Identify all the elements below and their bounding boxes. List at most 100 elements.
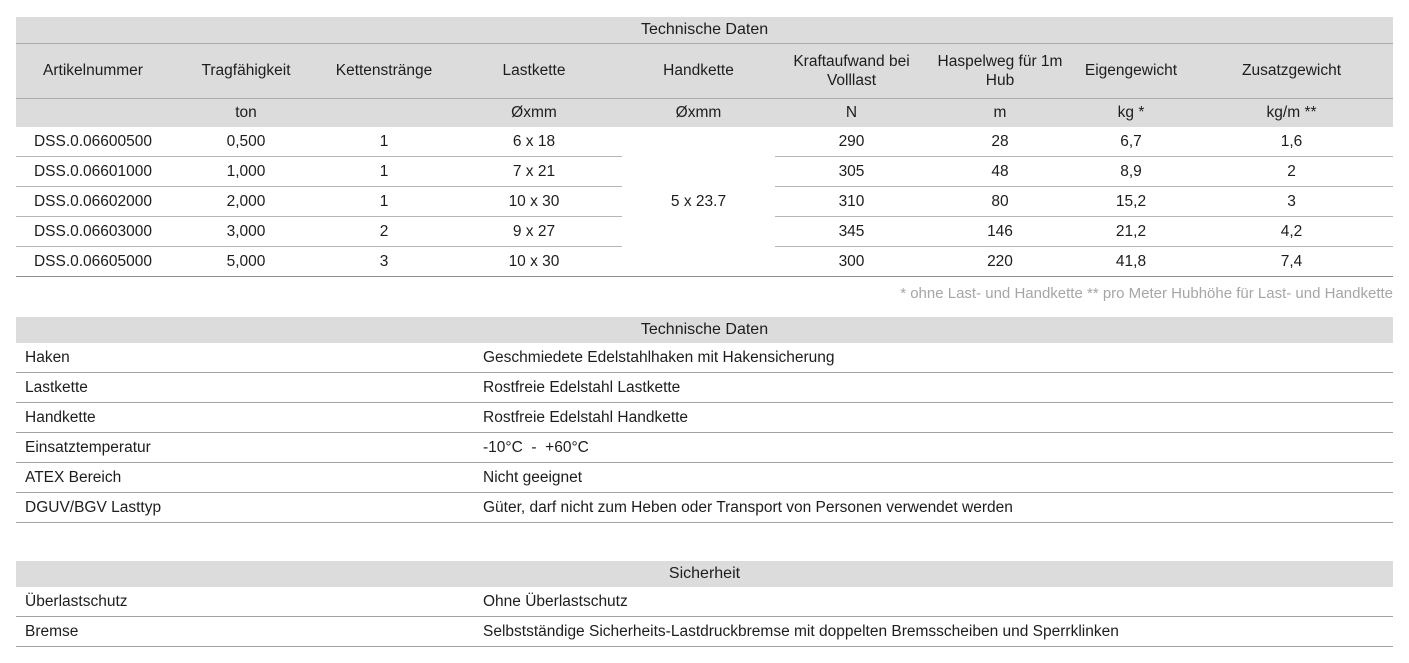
spec-cell: 48	[928, 156, 1072, 187]
spec-row: DSS.0.06602000 2,000 1 10 x 30 310 80 15,2 3	[16, 186, 1394, 217]
spec-col-header-3: Lastkette	[446, 43, 622, 99]
details-table-body: Haken Geschmiedete Edelstahlhaken mit Hak…	[16, 343, 1393, 523]
spec-cell: 2	[322, 216, 446, 247]
spec-cell: 10 x 30	[446, 246, 622, 277]
kv-row: Haken Geschmiedete Edelstahlhaken mit Hak…	[16, 343, 1393, 373]
spec-table: Technische Daten Artikelnummer Tragfähigk…	[16, 17, 1394, 277]
spec-unit-7: kg *	[1072, 98, 1190, 127]
spec-cell: 6 x 18	[446, 127, 622, 157]
kv-value: Nicht geeignet	[483, 462, 1393, 493]
spec-col-header-0: Artikelnummer	[16, 43, 170, 99]
kv-row: Lastkette Rostfreie Edelstahl Lastkette	[16, 372, 1393, 403]
safety-table-title: Sicherheit	[16, 561, 1393, 587]
spec-unit-8: kg/m **	[1190, 98, 1394, 127]
spec-cell: 345	[775, 216, 928, 247]
spec-handkette-merged-cell: 5 x 23.7	[622, 127, 775, 277]
spec-cell: 7 x 21	[446, 156, 622, 187]
spec-row: DSS.0.06603000 3,000 2 9 x 27 345 146 21,2 4,2	[16, 216, 1394, 247]
kv-row: DGUV/BGV Lasttyp Güter, darf nicht zum He…	[16, 492, 1393, 523]
spec-table-body: DSS.0.06600500 0,500 1 6 x 18 5 x 23.7 290 28 6…	[16, 127, 1394, 277]
spec-title-band: Technische Daten	[16, 17, 1394, 44]
spec-unit-2	[322, 98, 446, 127]
spec-cell: DSS.0.06605000	[16, 246, 170, 277]
spec-cell: 2	[1190, 156, 1394, 187]
spec-cell: DSS.0.06601000	[16, 156, 170, 187]
kv-label: Handkette	[16, 402, 483, 433]
spec-header-row: Artikelnummer Tragfähigkeit Kettenstränge L…	[16, 43, 1394, 99]
spec-col-header-1: Tragfähigkeit	[170, 43, 322, 99]
spec-col-header-5: Kraftaufwand bei Volllast	[775, 43, 928, 99]
kv-row: Bremse Selbstständige Sicherheits-Lastdru…	[16, 616, 1393, 647]
spec-cell: 300	[775, 246, 928, 277]
spec-cell: DSS.0.06600500	[16, 127, 170, 157]
spec-row: DSS.0.06605000 5,000 3 10 x 30 300 220 41,8 7,4	[16, 246, 1394, 277]
kv-label: Bremse	[16, 616, 483, 647]
safety-table: Sicherheit Überlastschutz Ohne Überlastsc…	[16, 561, 1393, 647]
kv-value: Selbstständige Sicherheits-Lastdruckbrem…	[483, 616, 1393, 647]
spec-cell: 6,7	[1072, 127, 1190, 157]
spec-cell: 8,9	[1072, 156, 1190, 187]
spec-cell: 1	[322, 156, 446, 187]
kv-row: Überlastschutz Ohne Überlastschutz	[16, 587, 1393, 617]
kv-row: Handkette Rostfreie Edelstahl Handkette	[16, 402, 1393, 433]
spec-cell: DSS.0.06603000	[16, 216, 170, 247]
spec-unit-1: ton	[170, 98, 322, 127]
spec-cell: 0,500	[170, 127, 322, 157]
spec-unit-3: Øxmm	[446, 98, 622, 127]
safety-table-body: Überlastschutz Ohne Überlastschutz Bremse S…	[16, 587, 1393, 647]
spec-cell: 1	[322, 127, 446, 157]
kv-value: Rostfreie Edelstahl Handkette	[483, 402, 1393, 433]
kv-value: Güter, darf nicht zum Heben oder Transpo…	[483, 492, 1393, 523]
spec-cell: 15,2	[1072, 186, 1190, 217]
kv-row: Einsatztemperatur -10°C - +60°C	[16, 432, 1393, 463]
spec-col-header-2: Kettenstränge	[322, 43, 446, 99]
spec-cell: 3,000	[170, 216, 322, 247]
details-title-band: Technische Daten	[16, 317, 1393, 343]
spec-unit-0	[16, 98, 170, 127]
kv-label: Haken	[16, 343, 483, 373]
kv-value: Geschmiedete Edelstahlhaken mit Hakensic…	[483, 343, 1393, 373]
spec-cell: 80	[928, 186, 1072, 217]
spec-cell: 10 x 30	[446, 186, 622, 217]
details-table: Technische Daten Haken Geschmiedete Edels…	[16, 317, 1393, 523]
spec-cell: 9 x 27	[446, 216, 622, 247]
spec-cell: 4,2	[1190, 216, 1394, 247]
spec-cell: 1,6	[1190, 127, 1394, 157]
spec-cell: 305	[775, 156, 928, 187]
kv-label: Lastkette	[16, 372, 483, 403]
kv-label: Überlastschutz	[16, 587, 483, 617]
details-table-title: Technische Daten	[16, 317, 1393, 343]
spec-col-header-8: Zusatzgewicht	[1190, 43, 1394, 99]
spec-cell: 2,000	[170, 186, 322, 217]
spec-unit-6: m	[928, 98, 1072, 127]
spec-cell: 146	[928, 216, 1072, 247]
spec-cell: 3	[322, 246, 446, 277]
safety-title-band: Sicherheit	[16, 561, 1393, 587]
spec-unit-4: Øxmm	[622, 98, 775, 127]
kv-value: Rostfreie Edelstahl Lastkette	[483, 372, 1393, 403]
spec-col-header-6: Haspelweg für 1m Hub	[928, 43, 1072, 99]
kv-value: -10°C - +60°C	[483, 432, 1393, 463]
spec-cell: DSS.0.06602000	[16, 186, 170, 217]
kv-row: ATEX Bereich Nicht geeignet	[16, 462, 1393, 493]
spec-row: DSS.0.06601000 1,000 1 7 x 21 305 48 8,9 2	[16, 156, 1394, 187]
spec-unit-5: N	[775, 98, 928, 127]
spec-cell: 3	[1190, 186, 1394, 217]
spec-cell: 28	[928, 127, 1072, 157]
kv-label: DGUV/BGV Lasttyp	[16, 492, 483, 523]
kv-label: Einsatztemperatur	[16, 432, 483, 463]
kv-label: ATEX Bereich	[16, 462, 483, 493]
spec-cell: 1,000	[170, 156, 322, 187]
spec-cell: 220	[928, 246, 1072, 277]
spec-cell: 1	[322, 186, 446, 217]
spec-cell: 5,000	[170, 246, 322, 277]
spec-col-header-4: Handkette	[622, 43, 775, 99]
spec-footnote: * ohne Last- und Handkette ** pro Meter …	[900, 285, 1393, 302]
spec-cell: 41,8	[1072, 246, 1190, 277]
spec-cell: 310	[775, 186, 928, 217]
spec-row: DSS.0.06600500 0,500 1 6 x 18 5 x 23.7 290 28 6…	[16, 127, 1394, 277]
spec-cell: 21,2	[1072, 216, 1190, 247]
kv-value: Ohne Überlastschutz	[483, 587, 1393, 617]
